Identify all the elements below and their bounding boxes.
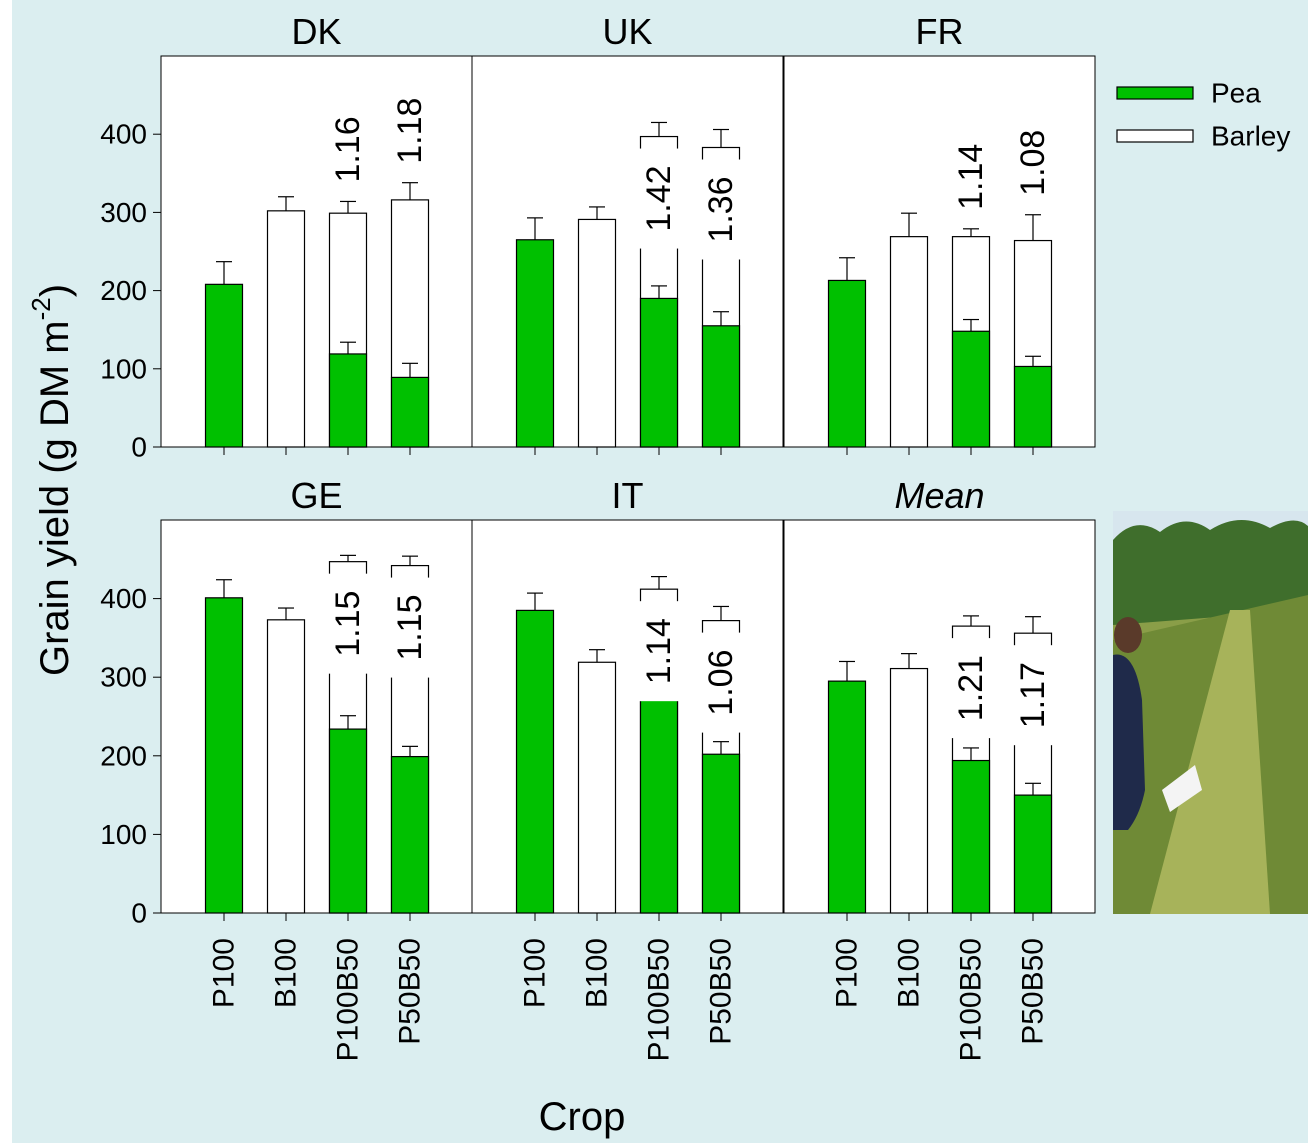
x-category-label: B100: [270, 938, 303, 1008]
bar-pea: [204, 597, 244, 914]
panel-dk: DK 1.16 1.18: [160, 11, 473, 455]
bar-barley: [889, 667, 929, 914]
legend-label: Pea: [1211, 78, 1261, 109]
label-mask: [1013, 645, 1053, 746]
ratio-label: 1.36: [702, 176, 740, 242]
legend-label: Barley: [1211, 121, 1290, 152]
x-category-label: P100B50: [332, 938, 365, 1061]
bar-pea: [1013, 794, 1053, 914]
label-mask: [639, 601, 679, 702]
legend-swatch: [1116, 129, 1194, 143]
bar-pea: [390, 376, 430, 448]
legend-swatch: [1116, 86, 1194, 100]
y-tick-label: 0: [131, 432, 147, 463]
panel-title: DK: [291, 11, 341, 52]
panel-title: Mean: [894, 475, 984, 516]
x-axis-label: Crop: [539, 1095, 626, 1139]
ratio-label: 1.06: [702, 650, 740, 716]
x-category-label: P50B50: [1017, 938, 1050, 1045]
bar-pea: [827, 279, 867, 448]
ratio-label: 1.08: [1014, 130, 1052, 196]
photo-trees: [1113, 519, 1308, 625]
bar-pea: [701, 325, 741, 448]
label-mask: [390, 577, 430, 678]
label-mask: [639, 148, 679, 249]
y-tick-label: 300: [100, 197, 147, 228]
bar-barley: [577, 661, 617, 914]
bar-pea: [827, 680, 867, 914]
y-tick-label: 0: [131, 898, 147, 929]
bar-pea: [204, 283, 244, 448]
y-tick-label: 200: [100, 275, 147, 306]
bar-barley: [266, 210, 306, 448]
y-tick-label: 400: [100, 583, 147, 614]
photo-person-body: [1113, 654, 1145, 830]
x-category-label: B100: [581, 938, 614, 1008]
y-tick-label: 300: [100, 662, 147, 693]
panel-ge: GE 1.15 1.15: [160, 475, 473, 921]
x-category-label: B100: [893, 938, 926, 1008]
bar-pea: [1013, 365, 1053, 448]
bar-pea: [701, 753, 741, 914]
ratio-label: 1.17: [1014, 662, 1052, 728]
ratio-label: 1.14: [952, 144, 990, 210]
y-tick-label: 400: [100, 119, 147, 150]
photo-path: [1150, 610, 1270, 914]
y-axis-label-superscript: -2: [26, 297, 56, 320]
bar-pea: [328, 728, 368, 914]
panel-title: UK: [602, 11, 652, 52]
x-category-label: P100B50: [643, 938, 676, 1061]
y-tick-label: 100: [100, 353, 147, 384]
panel-mean: Mean 1.21 1.17: [783, 475, 1096, 921]
x-category-label: P100B50: [955, 938, 988, 1061]
y-tick-label: 200: [100, 740, 147, 771]
ratio-label: 1.15: [329, 591, 367, 657]
ratio-label: 1.18: [391, 98, 429, 164]
bar-pea: [951, 330, 991, 448]
label-mask: [701, 632, 741, 733]
panel-it: IT 1.14 1.06: [471, 475, 784, 921]
y-tick-label: 100: [100, 819, 147, 850]
panel-title: FR: [916, 11, 964, 52]
ratio-label: 1.16: [329, 116, 367, 182]
bar-pea: [639, 691, 679, 914]
y-axis-label-close: ): [33, 284, 77, 297]
x-category-label: P100: [831, 938, 864, 1008]
bar-pea: [515, 609, 555, 914]
ratio-label: 1.42: [640, 165, 678, 231]
x-category-label: P100: [519, 938, 552, 1008]
x-category-label: P50B50: [394, 938, 427, 1045]
bar-pea: [951, 759, 991, 914]
label-mask: [951, 638, 991, 739]
bar-pea: [515, 239, 555, 448]
legend: Pea Barley: [1116, 78, 1290, 152]
y-axis-label-main: Grain yield (g DM m: [33, 320, 77, 676]
y-axis-label: Grain yield (g DM m-2): [26, 284, 77, 676]
ratio-label: 1.14: [640, 618, 678, 684]
panel-uk: UK 1.42 1.36: [471, 11, 784, 455]
label-mask: [328, 573, 368, 674]
ratio-label: 1.15: [391, 594, 429, 660]
photo-paper: [1162, 765, 1202, 812]
ratio-label: 1.21: [952, 655, 990, 721]
photo-person-head: [1114, 617, 1142, 653]
bar-barley: [577, 218, 617, 448]
panel-fr: FR 1.14 1.08: [783, 11, 1096, 455]
bar-pea: [639, 297, 679, 448]
field-photo: [1113, 511, 1308, 914]
bar-pea: [328, 353, 368, 448]
label-mask: [701, 159, 741, 260]
panel-title: IT: [612, 475, 644, 516]
x-category-label: P100: [208, 938, 241, 1008]
bar-barley: [889, 236, 929, 448]
panel-title: GE: [290, 475, 342, 516]
x-category-label: P50B50: [705, 938, 738, 1045]
bar-barley: [266, 619, 306, 914]
bar-pea: [390, 755, 430, 914]
